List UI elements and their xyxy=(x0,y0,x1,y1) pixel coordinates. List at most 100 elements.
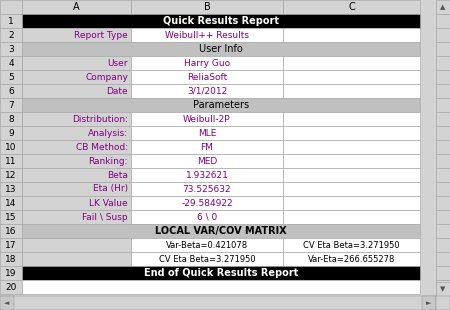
Bar xyxy=(22,252,131,266)
Bar xyxy=(22,224,420,238)
Bar xyxy=(436,196,450,210)
Bar xyxy=(283,140,420,154)
Bar xyxy=(436,154,450,168)
Text: ▼: ▼ xyxy=(440,286,445,292)
Bar xyxy=(436,70,450,84)
Text: CV Eta Beta=3.271950: CV Eta Beta=3.271950 xyxy=(159,255,255,264)
Text: LOCAL VAR/COV MATRIX: LOCAL VAR/COV MATRIX xyxy=(155,226,287,236)
Text: 8: 8 xyxy=(8,114,14,123)
Text: Report Type: Report Type xyxy=(74,30,128,39)
Bar xyxy=(436,296,450,310)
Text: Analysis:: Analysis: xyxy=(88,129,128,138)
Text: User Info: User Info xyxy=(199,44,243,54)
Bar xyxy=(0,126,22,140)
Bar xyxy=(283,238,420,252)
Bar xyxy=(0,182,22,196)
Text: 1: 1 xyxy=(8,16,14,25)
Bar xyxy=(22,238,131,252)
Bar xyxy=(436,280,450,294)
Bar xyxy=(436,210,450,224)
Text: ▲: ▲ xyxy=(440,4,445,10)
Bar xyxy=(0,266,22,280)
Bar xyxy=(131,28,283,42)
Bar xyxy=(0,296,14,310)
Text: B: B xyxy=(203,2,211,12)
Bar xyxy=(22,14,420,28)
Bar xyxy=(0,210,22,224)
Bar xyxy=(0,28,22,42)
Bar xyxy=(0,98,22,112)
Bar xyxy=(436,56,450,70)
Text: 3: 3 xyxy=(8,45,14,54)
Text: 6 \ 0: 6 \ 0 xyxy=(197,212,217,222)
Bar xyxy=(0,238,22,252)
Bar xyxy=(436,28,450,42)
Bar xyxy=(436,168,450,182)
Bar xyxy=(0,154,22,168)
Bar xyxy=(283,112,420,126)
Bar xyxy=(131,238,283,252)
Bar xyxy=(131,84,283,98)
Bar xyxy=(0,112,22,126)
Text: 2: 2 xyxy=(8,30,14,39)
Text: Weibull++ Results: Weibull++ Results xyxy=(165,30,249,39)
Bar xyxy=(0,252,22,266)
Bar xyxy=(436,140,450,154)
Bar xyxy=(22,168,131,182)
Bar xyxy=(283,28,420,42)
Bar xyxy=(436,0,450,14)
Text: ►: ► xyxy=(426,300,432,306)
Bar xyxy=(283,252,420,266)
Bar xyxy=(436,182,450,196)
Bar xyxy=(22,112,131,126)
Text: 12: 12 xyxy=(5,170,17,179)
Bar xyxy=(131,0,283,14)
Text: LK Value: LK Value xyxy=(90,198,128,207)
Text: 20: 20 xyxy=(5,282,17,291)
Bar xyxy=(0,84,22,98)
Text: User: User xyxy=(108,59,128,68)
Text: C: C xyxy=(348,2,355,12)
Bar xyxy=(131,112,283,126)
Bar xyxy=(436,98,450,112)
Bar xyxy=(131,196,283,210)
Text: Quick Results Report: Quick Results Report xyxy=(163,16,279,26)
Bar xyxy=(283,126,420,140)
Bar xyxy=(436,224,450,238)
Bar xyxy=(0,140,22,154)
Bar xyxy=(436,238,450,252)
Bar xyxy=(131,70,283,84)
Bar xyxy=(131,56,283,70)
Bar xyxy=(22,196,131,210)
Bar xyxy=(0,42,22,56)
Bar xyxy=(22,280,420,294)
Bar xyxy=(131,182,283,196)
Bar xyxy=(22,70,131,84)
Text: 19: 19 xyxy=(5,268,17,277)
Bar xyxy=(0,196,22,210)
Bar xyxy=(283,210,420,224)
Text: -29.584922: -29.584922 xyxy=(181,198,233,207)
Bar xyxy=(22,126,131,140)
Text: MED: MED xyxy=(197,157,217,166)
Text: FM: FM xyxy=(201,143,213,152)
Text: MLE: MLE xyxy=(198,129,216,138)
Text: 15: 15 xyxy=(5,212,17,222)
Text: Var-Eta=266.655278: Var-Eta=266.655278 xyxy=(308,255,395,264)
Bar xyxy=(0,280,22,294)
Text: Ranking:: Ranking: xyxy=(89,157,128,166)
Text: 11: 11 xyxy=(5,157,17,166)
Bar xyxy=(0,168,22,182)
Bar xyxy=(22,210,131,224)
Bar xyxy=(22,84,131,98)
Text: 73.525632: 73.525632 xyxy=(183,184,231,193)
Bar xyxy=(436,266,450,280)
Text: ◄: ◄ xyxy=(4,300,10,306)
Text: 13: 13 xyxy=(5,184,17,193)
Bar xyxy=(0,296,436,310)
Bar xyxy=(131,210,283,224)
Text: 9: 9 xyxy=(8,129,14,138)
Text: 18: 18 xyxy=(5,255,17,264)
Bar xyxy=(131,126,283,140)
Bar xyxy=(283,70,420,84)
